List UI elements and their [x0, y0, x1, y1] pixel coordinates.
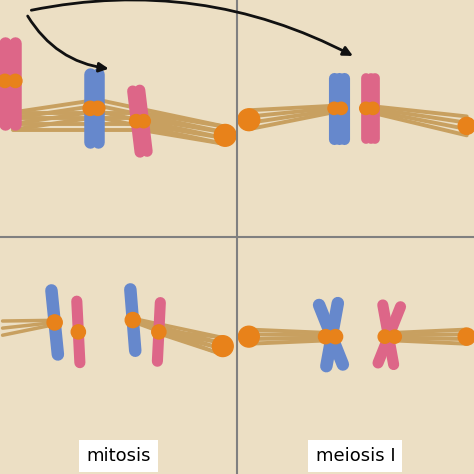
Circle shape	[458, 118, 474, 135]
Circle shape	[71, 325, 85, 339]
Circle shape	[0, 74, 11, 88]
Circle shape	[378, 330, 392, 343]
Circle shape	[335, 102, 347, 115]
Circle shape	[328, 329, 343, 344]
Circle shape	[214, 125, 236, 146]
Circle shape	[367, 102, 379, 115]
Circle shape	[328, 102, 340, 115]
Circle shape	[319, 329, 333, 344]
Text: meiosis I: meiosis I	[316, 447, 395, 465]
Circle shape	[129, 115, 143, 128]
Circle shape	[83, 101, 97, 116]
Circle shape	[125, 312, 140, 328]
Circle shape	[238, 109, 260, 131]
Circle shape	[137, 115, 150, 128]
Circle shape	[9, 74, 22, 88]
Circle shape	[458, 328, 474, 345]
Circle shape	[91, 101, 105, 116]
Circle shape	[360, 102, 372, 115]
Circle shape	[388, 330, 401, 343]
Circle shape	[47, 315, 62, 330]
Circle shape	[238, 326, 259, 347]
Text: mitosis: mitosis	[86, 447, 151, 465]
Circle shape	[152, 325, 166, 339]
Circle shape	[212, 336, 233, 356]
